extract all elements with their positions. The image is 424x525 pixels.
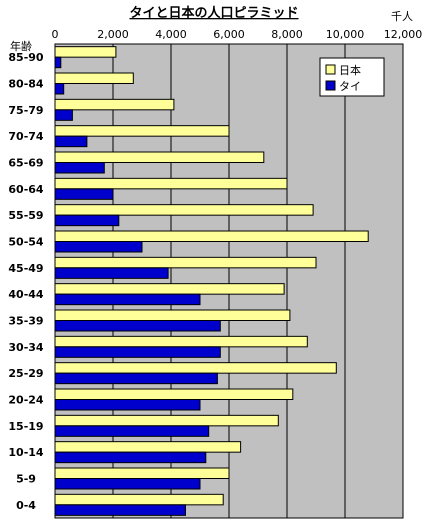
y-tick-label: 30-34 — [8, 341, 44, 354]
x-tick-label: 8,000 — [271, 28, 303, 41]
y-tick-label: 25-29 — [8, 367, 43, 380]
bar-thailand — [54, 478, 201, 490]
x-tick-label: 2,000 — [97, 28, 129, 41]
y-tick-label: 65-69 — [8, 157, 43, 170]
bar-japan — [54, 125, 230, 137]
x-tick-labels: 0 2,000 4,000 6,000 8,000 10,000 12,000 — [52, 28, 423, 41]
y-tick-label: 50-54 — [8, 236, 44, 249]
bar-thailand — [54, 109, 73, 121]
y-tick-label: 60-64 — [8, 183, 44, 196]
y-tick-label: 80-84 — [8, 78, 44, 91]
y-tick-label: 85-90 — [8, 51, 44, 64]
y-tick-label: 40-44 — [8, 288, 44, 301]
bar-japan — [54, 177, 288, 190]
y-tick-label: 75-79 — [8, 104, 43, 117]
bar-thailand — [54, 188, 114, 200]
bar-japan — [54, 388, 294, 400]
y-tick-label: 35-39 — [8, 315, 43, 328]
y-tick-label: 0-4 — [16, 499, 36, 512]
bar-japan — [54, 230, 369, 242]
bar-thailand — [54, 214, 120, 227]
bar-japan — [54, 467, 230, 479]
x-tick-label: 12,000 — [384, 28, 423, 41]
bar-japan — [54, 98, 175, 111]
x-tick-label: 4,000 — [155, 28, 187, 41]
legend: 日本 タイ — [319, 57, 385, 97]
bar-thailand — [54, 83, 65, 95]
bar-japan — [54, 72, 134, 84]
bar-thailand — [54, 451, 207, 464]
bars — [54, 46, 369, 516]
bar-thailand — [54, 162, 105, 174]
chart-title: タイと日本の人口ピラミッド — [129, 5, 298, 21]
bar-thailand — [54, 135, 88, 148]
bar-japan — [54, 335, 308, 348]
bar-japan — [54, 362, 337, 374]
x-tick-label: 6,000 — [213, 28, 245, 41]
legend-label-japan: 日本 — [339, 63, 361, 77]
bar-japan — [54, 441, 242, 453]
unit-label: 千人 — [391, 10, 413, 23]
bar-japan — [54, 309, 291, 321]
bar-thailand — [54, 320, 221, 332]
y-tick-label: 15-19 — [8, 420, 43, 433]
bar-japan — [54, 151, 265, 163]
bar-thailand — [54, 346, 221, 358]
bar-thailand — [54, 372, 218, 385]
y-tick-label: 70-74 — [8, 130, 44, 143]
y-tick-label: 45-49 — [8, 262, 43, 275]
y-tick-label: 55-59 — [8, 209, 43, 222]
y-tick-label: 20-24 — [8, 394, 44, 407]
bar-thailand — [54, 399, 201, 411]
bar-japan — [54, 256, 317, 269]
y-tick-labels: 85-90 80-84 75-79 70-74 65-69 60-64 55-59 50-54… — [8, 51, 44, 512]
bar-japan — [54, 414, 279, 427]
y-tick-label: 5-9 — [16, 473, 36, 486]
bar-thailand — [54, 504, 186, 516]
bar-japan — [54, 283, 285, 295]
legend-label-thailand: タイ — [339, 80, 361, 93]
bar-thailand — [54, 425, 210, 437]
legend-swatch-thailand — [325, 80, 336, 91]
bar-japan — [54, 204, 314, 216]
bar-thailand — [54, 267, 169, 279]
x-tick-label: 0 — [52, 28, 59, 41]
bar-thailand — [54, 293, 201, 306]
y-tick-label: 10-14 — [8, 446, 44, 459]
bar-japan — [54, 493, 224, 506]
bar-thailand — [54, 241, 143, 253]
bar-thailand — [54, 56, 62, 69]
legend-swatch-japan — [325, 64, 336, 75]
grid-lines — [112, 44, 346, 518]
bar-japan — [54, 46, 117, 58]
y-axis-title: 年齢 — [10, 39, 32, 53]
x-tick-label: 10,000 — [326, 28, 365, 41]
